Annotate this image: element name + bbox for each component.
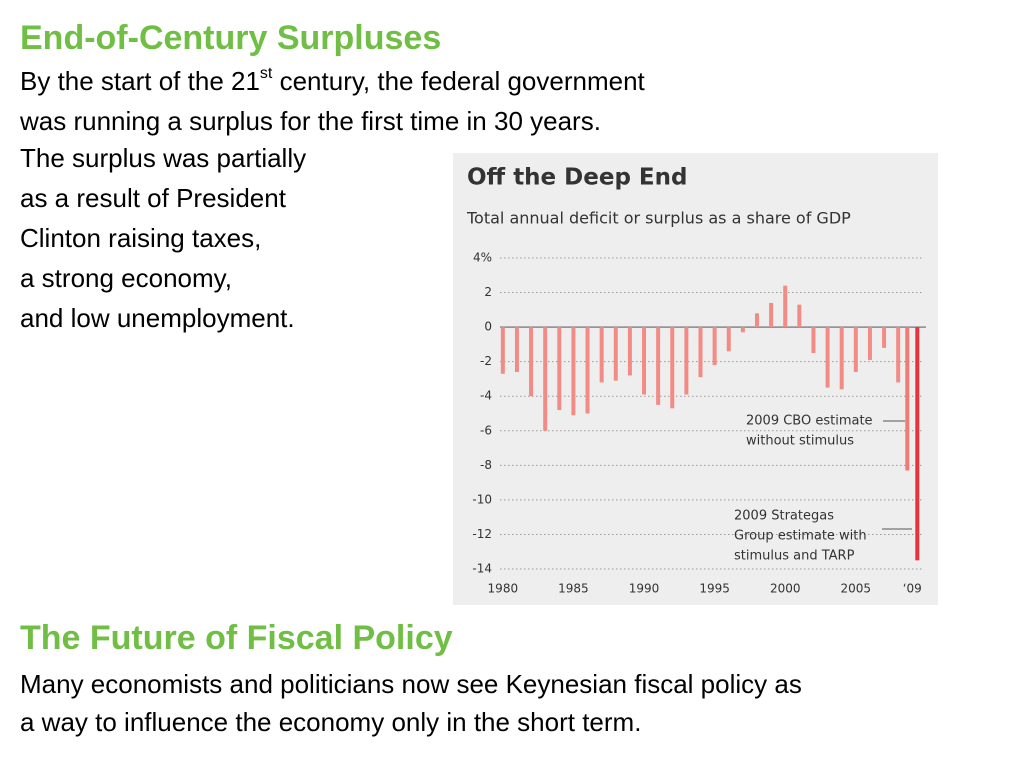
bar xyxy=(769,302,774,328)
bar xyxy=(500,327,505,374)
annotation: Group estimate with xyxy=(734,529,867,544)
chart-subtitle: Total annual deficit or surplus as a sha… xyxy=(466,209,851,228)
bar xyxy=(754,313,759,328)
bar xyxy=(585,327,590,414)
slide-title: End-of-Century Surpluses xyxy=(20,19,441,57)
y-tick-label: 0 xyxy=(484,320,492,334)
y-tick-label: -2 xyxy=(480,354,492,368)
body-line: as a result of President xyxy=(20,183,287,213)
bar xyxy=(811,327,816,354)
bar xyxy=(853,327,858,373)
annotation: 2009 Strategas xyxy=(734,509,834,524)
y-tick-label: -14 xyxy=(472,562,492,576)
body-line: Clinton raising taxes, xyxy=(20,223,261,253)
bar xyxy=(571,327,576,416)
annotation: stimulus and TARP xyxy=(734,549,855,564)
bar xyxy=(557,327,562,411)
y-tick-label: -12 xyxy=(472,527,492,541)
body-line: was running a surplus for the first time… xyxy=(19,106,601,136)
body-line: a strong economy, xyxy=(20,263,232,293)
bar xyxy=(698,327,703,378)
x-tick-label: 2005 xyxy=(841,582,872,596)
superscript: st xyxy=(260,65,273,82)
y-tick-label: -6 xyxy=(480,423,492,437)
body-line: and low unemployment. xyxy=(20,303,295,333)
bar xyxy=(740,327,745,333)
x-tick-label: 1980 xyxy=(488,582,519,596)
x-tick-label: 1990 xyxy=(629,582,660,596)
y-tick-label: -10 xyxy=(472,492,492,506)
chart-title: Off the Deep End xyxy=(467,165,687,191)
bar xyxy=(529,327,534,397)
bar xyxy=(684,327,689,395)
bar xyxy=(726,327,731,352)
intro-text: By the start of the 21st century, the fe… xyxy=(20,65,646,96)
y-tick-label: 4% xyxy=(473,251,492,265)
body-line: The surplus was partially xyxy=(20,143,306,173)
bar xyxy=(915,327,920,561)
x-tick-label: 1985 xyxy=(558,582,589,596)
bar xyxy=(896,327,901,383)
bar xyxy=(839,327,844,390)
x-tick-label: 1995 xyxy=(699,582,730,596)
bar xyxy=(627,327,632,376)
bar xyxy=(905,327,910,471)
annotation: without stimulus xyxy=(746,434,854,449)
bar xyxy=(670,327,675,409)
bar xyxy=(797,304,802,328)
bar xyxy=(514,327,519,373)
y-tick-label: -8 xyxy=(480,458,492,472)
bar xyxy=(882,327,887,348)
chart-background xyxy=(453,153,938,605)
bar xyxy=(656,327,661,405)
bar xyxy=(642,327,647,395)
y-tick-label: 2 xyxy=(484,285,492,299)
body-line: a way to influence the economy only in t… xyxy=(20,707,641,737)
bar xyxy=(867,327,872,360)
bar xyxy=(599,327,604,383)
bar xyxy=(783,285,788,328)
section-title: The Future of Fiscal Policy xyxy=(20,619,453,657)
bar xyxy=(825,327,830,388)
bar xyxy=(613,327,618,381)
x-tick-label: ‘09 xyxy=(903,582,922,596)
annotation: 2009 CBO estimate xyxy=(746,414,873,429)
body-line: Many economists and politicians now see … xyxy=(20,669,802,699)
bar xyxy=(712,327,717,366)
bar xyxy=(543,327,548,431)
intro-part: By the start of the 21 xyxy=(20,66,260,96)
y-tick-label: -4 xyxy=(480,389,492,403)
x-tick-label: 2000 xyxy=(770,582,801,596)
intro-part: century, the federal government xyxy=(272,66,645,96)
